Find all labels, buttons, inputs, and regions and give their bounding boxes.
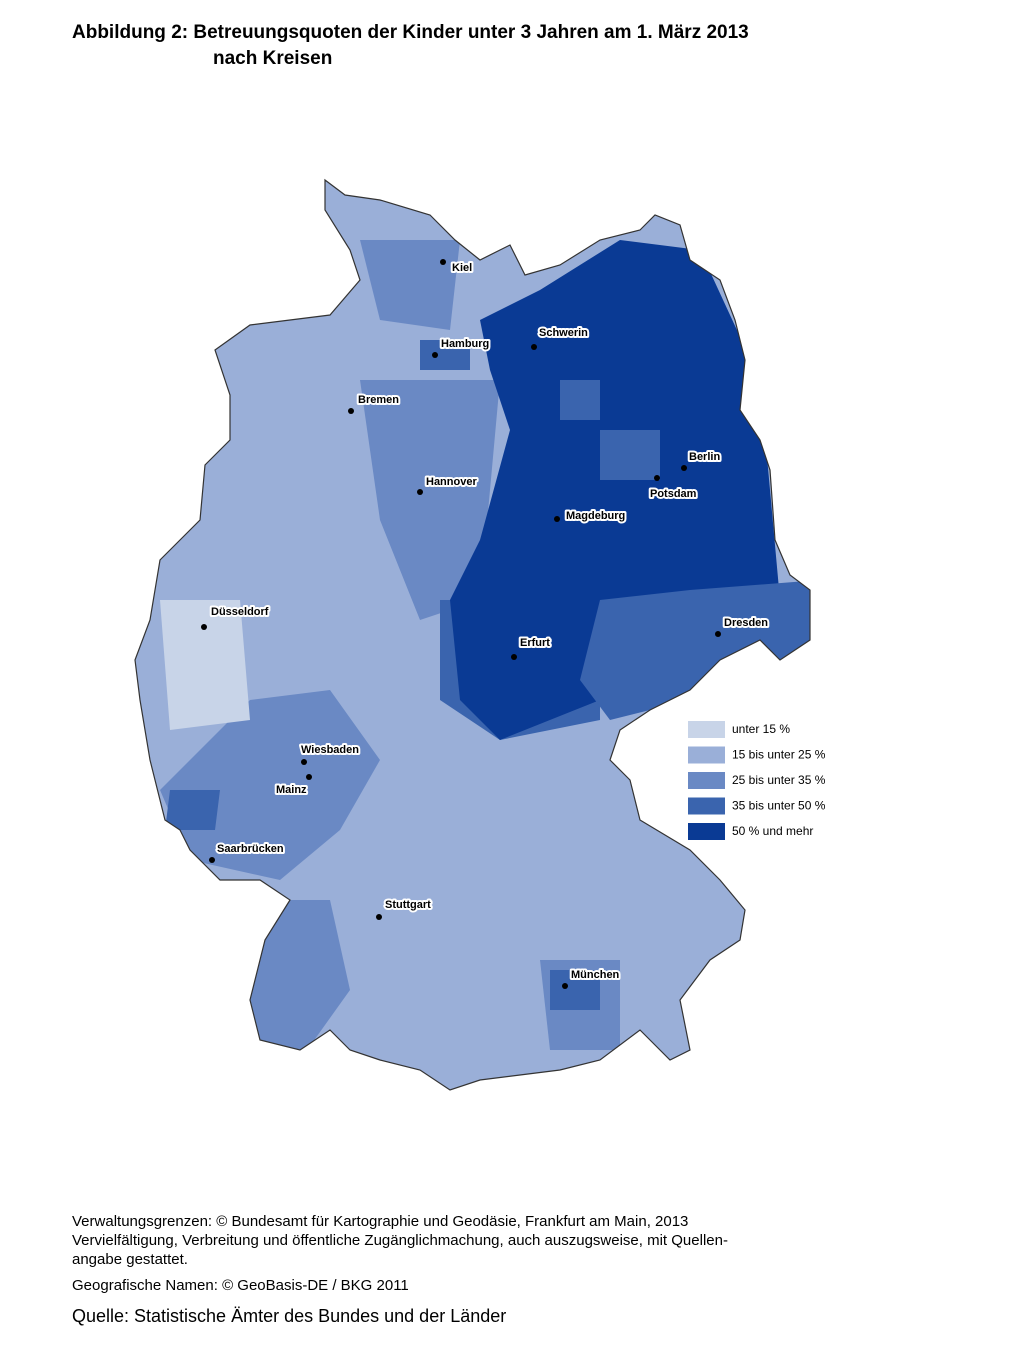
city-dot xyxy=(301,759,307,765)
title: Abbildung 2: Betreuungsquoten der Kinder… xyxy=(72,22,749,43)
city-dot xyxy=(348,408,354,414)
city-dot xyxy=(715,631,721,637)
city-dot xyxy=(440,259,446,265)
footer-line: Geografische Namen: © GeoBasis-DE / BKG … xyxy=(72,1277,409,1294)
border xyxy=(134,178,811,1091)
city-dot xyxy=(306,774,312,780)
footer-line: Vervielfältigung, Verbreitung und öffent… xyxy=(72,1232,728,1249)
city-label: Potsdam xyxy=(650,488,697,500)
footer-line: angabe gestattet. xyxy=(72,1251,188,1268)
city-dot xyxy=(562,983,568,989)
city-label: München xyxy=(571,969,620,981)
city-label: Hannover xyxy=(426,476,477,488)
source: Quelle: Statistische Ämter des Bundes un… xyxy=(72,1306,506,1326)
legend-label: 50 % und mehr xyxy=(732,824,813,838)
city-label: Mainz xyxy=(276,784,307,796)
city-dot xyxy=(209,857,215,863)
legend-label: 25 bis unter 35 % xyxy=(732,773,826,787)
legend-swatch xyxy=(688,746,725,764)
city-label: Kiel xyxy=(452,262,472,274)
legend-swatch xyxy=(688,797,725,815)
legend-label: 35 bis unter 50 % xyxy=(732,799,826,813)
city-dot xyxy=(531,344,537,350)
city-label: Erfurt xyxy=(520,637,550,649)
city-dot xyxy=(511,654,517,660)
legend-swatch xyxy=(688,721,725,738)
city-label: Magdeburg xyxy=(566,510,625,522)
city-label: Hamburg xyxy=(441,338,489,350)
title: nach Kreisen xyxy=(213,48,332,69)
city-label: Dresden xyxy=(724,617,768,629)
map xyxy=(135,180,810,1090)
city-dot xyxy=(417,489,423,495)
city-dot xyxy=(376,914,382,920)
legend-swatch xyxy=(688,772,725,789)
city-label: Berlin xyxy=(689,451,720,463)
city-dot xyxy=(432,352,438,358)
city-label: Wiesbaden xyxy=(301,744,359,756)
city-label: Stuttgart xyxy=(385,899,431,911)
city-label: Schwerin xyxy=(539,327,588,339)
city-label: Saarbrücken xyxy=(217,843,284,855)
footer-line: Verwaltungsgrenzen: © Bundesamt für Kart… xyxy=(72,1213,688,1230)
legend-label: 15 bis unter 25 % xyxy=(732,748,826,762)
legend-swatch xyxy=(688,823,725,840)
city-dot xyxy=(201,624,207,630)
city-label: Bremen xyxy=(358,394,399,406)
city-dot xyxy=(554,516,560,522)
city-label: Düsseldorf xyxy=(211,606,269,618)
legend-label: unter 15 % xyxy=(732,722,790,736)
city-dot xyxy=(681,465,687,471)
city-dot xyxy=(654,475,660,481)
